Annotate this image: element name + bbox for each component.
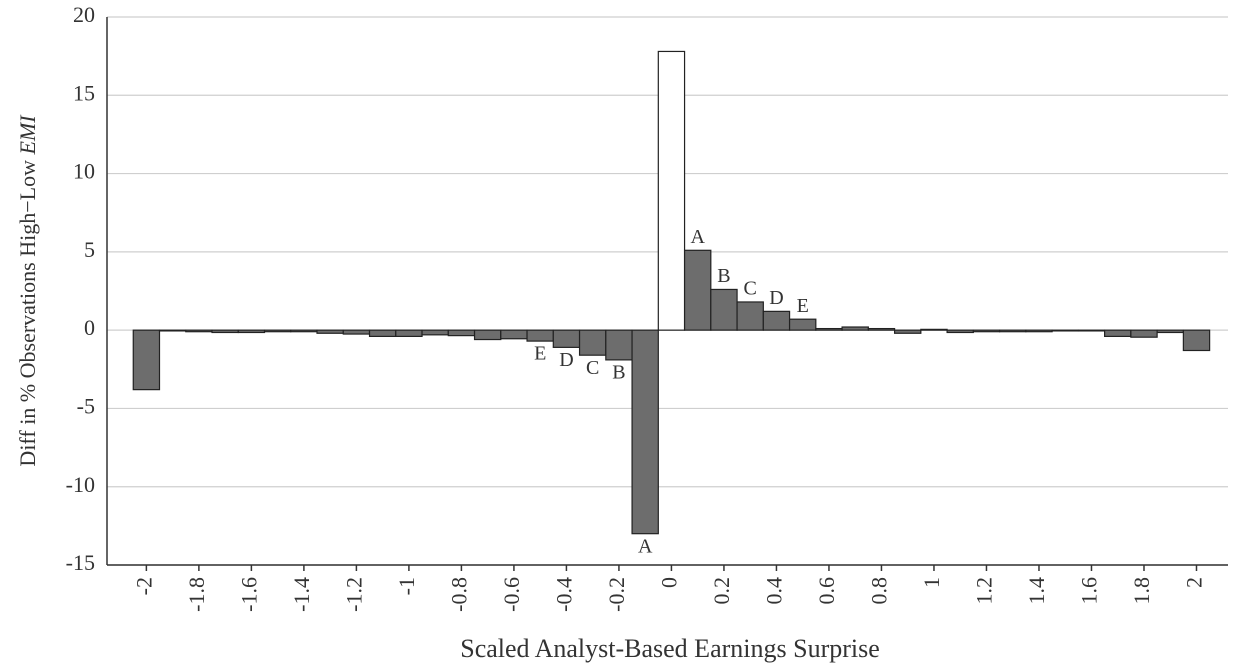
x-tick-label: 0.8 — [867, 577, 892, 605]
bar — [500, 329, 528, 340]
x-tick-label: -0.8 — [446, 577, 471, 612]
bar — [893, 329, 922, 334]
bar — [1104, 329, 1132, 338]
bar-label: A — [690, 226, 705, 248]
y-tick-label: 15 — [73, 80, 95, 105]
x-tick-label: 1.4 — [1024, 577, 1049, 605]
bar-label: E — [534, 343, 546, 365]
bar — [683, 249, 712, 331]
x-tick-label: -1 — [394, 577, 419, 595]
x-tick-label: 2 — [1182, 577, 1207, 588]
bar-label: C — [586, 357, 599, 379]
bar — [1156, 329, 1184, 334]
x-tick-label: 0.2 — [709, 577, 734, 605]
y-axis-label: Diff in % Observations High−Low EMI — [15, 114, 40, 467]
bar — [185, 329, 213, 333]
x-axis-label: Scaled Analyst-Based Earnings Surprise — [460, 634, 880, 663]
bar — [920, 328, 948, 331]
x-tick-label: -2 — [131, 577, 156, 595]
bar — [132, 329, 161, 391]
y-tick-label: 10 — [73, 159, 95, 184]
bar — [552, 329, 581, 348]
bar — [473, 329, 502, 341]
bar — [1025, 329, 1053, 333]
bar — [710, 288, 738, 331]
bar-label: B — [612, 361, 625, 383]
bar — [631, 329, 659, 535]
bar-label: A — [638, 535, 653, 557]
x-tick-label: -0.4 — [551, 577, 576, 612]
x-tick-label: -0.6 — [499, 577, 524, 612]
bar — [342, 329, 371, 335]
x-tick-label: -1.2 — [341, 577, 366, 612]
bar-label: C — [744, 278, 757, 300]
bar — [867, 327, 896, 331]
y-tick-label: 0 — [84, 315, 95, 340]
bar — [1182, 329, 1211, 352]
bar — [578, 329, 607, 356]
bar — [736, 301, 764, 331]
bar — [158, 329, 187, 332]
x-tick-label: -1.4 — [289, 577, 314, 612]
x-tick-label: -0.2 — [604, 577, 629, 612]
bar — [657, 50, 686, 331]
bar — [998, 329, 1027, 333]
y-axis-label-italic: EMI — [15, 114, 40, 156]
y-tick-label: -15 — [66, 550, 95, 575]
bar — [421, 329, 449, 336]
x-tick-label: 1.2 — [972, 577, 997, 605]
y-tick-label: 5 — [84, 237, 95, 262]
bar — [972, 329, 1001, 333]
y-tick-label: -5 — [77, 393, 95, 418]
bar — [526, 329, 554, 342]
x-tick-label: 1.6 — [1077, 577, 1102, 605]
bar-label: D — [769, 287, 783, 309]
x-tick-label: -1.8 — [184, 577, 209, 612]
x-tick-label: 1.8 — [1129, 577, 1154, 605]
bar — [263, 329, 292, 333]
x-tick-label: 1 — [919, 577, 944, 588]
bar — [447, 329, 476, 337]
x-tick-label: 0.6 — [814, 577, 839, 605]
bar — [395, 329, 423, 338]
y-axis-label-text: Diff in % Observations High−Low — [15, 160, 40, 467]
bar — [815, 327, 843, 331]
bar-label: B — [717, 265, 730, 287]
x-tick-label: 0 — [656, 577, 681, 588]
y-tick-label: 20 — [73, 2, 95, 27]
y-tick-label: -10 — [66, 472, 95, 497]
bar — [290, 329, 318, 333]
bar — [1130, 329, 1158, 338]
bar — [1077, 329, 1106, 332]
bar-label: D — [559, 349, 573, 371]
bar — [368, 329, 397, 338]
x-tick-label: -1.6 — [236, 577, 261, 612]
bar — [788, 318, 817, 331]
bar — [237, 329, 266, 334]
bar — [1051, 329, 1079, 332]
bar — [316, 329, 344, 334]
x-tick-label: 0.4 — [761, 577, 786, 605]
bar — [841, 326, 869, 331]
bar — [605, 329, 633, 361]
bar-label: E — [797, 295, 809, 317]
bar — [762, 310, 791, 331]
bar — [946, 329, 974, 334]
bar — [211, 329, 239, 334]
